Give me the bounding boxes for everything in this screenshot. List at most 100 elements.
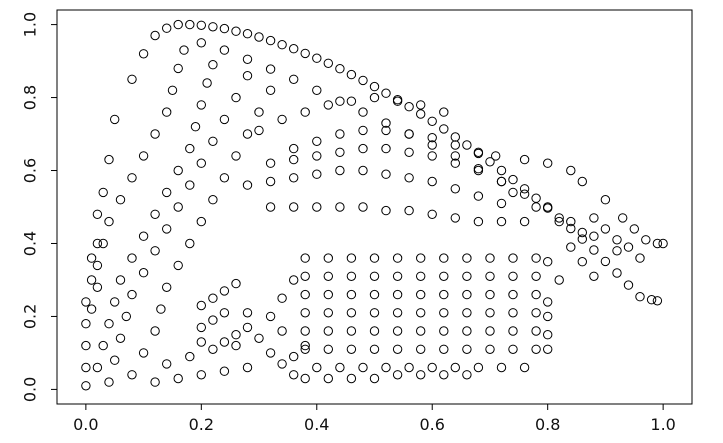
data-point	[439, 107, 449, 117]
data-point	[416, 370, 426, 380]
data-point	[346, 326, 357, 336]
data-point	[219, 366, 230, 376]
x-tick-label: 0.8	[535, 415, 560, 434]
data-point	[416, 289, 426, 300]
data-point	[450, 151, 460, 161]
data-point	[312, 362, 322, 373]
data-point	[127, 253, 137, 263]
data-point	[312, 151, 322, 161]
data-point	[173, 165, 183, 176]
data-point	[173, 63, 183, 74]
data-point	[450, 158, 460, 168]
data-point	[554, 275, 564, 285]
data-point	[485, 253, 495, 263]
data-point	[496, 216, 507, 227]
data-point	[508, 326, 518, 336]
data-point	[104, 319, 114, 329]
data-point	[629, 224, 639, 234]
data-point	[519, 362, 530, 373]
data-point	[300, 48, 310, 59]
data-point	[612, 246, 622, 256]
data-point	[346, 69, 357, 80]
data-point	[173, 202, 183, 212]
data-point	[404, 129, 414, 139]
data-point	[335, 147, 345, 158]
data-point	[519, 154, 530, 165]
data-point	[127, 74, 137, 85]
data-point	[566, 223, 576, 234]
data-point	[265, 64, 276, 74]
data-point	[312, 53, 322, 63]
data-point	[289, 173, 299, 183]
data-point	[496, 198, 507, 209]
data-point	[231, 26, 241, 36]
data-point	[289, 370, 299, 380]
data-point	[208, 59, 218, 70]
data-point	[300, 340, 310, 351]
data-point	[231, 340, 241, 351]
data-point	[416, 308, 426, 318]
data-point	[196, 20, 207, 30]
data-point	[185, 351, 195, 362]
data-point	[566, 242, 576, 252]
y-tick-label: 0.6	[21, 158, 40, 183]
data-point	[450, 140, 460, 150]
data-point	[289, 202, 299, 212]
data-point	[369, 271, 380, 281]
data-point	[491, 151, 501, 161]
data-point	[335, 165, 345, 176]
data-point	[600, 256, 611, 267]
data-point	[652, 238, 663, 249]
plot-frame	[56, 9, 693, 405]
data-point	[300, 373, 310, 384]
data-point	[127, 173, 137, 183]
data-point	[439, 344, 449, 354]
data-point	[121, 311, 132, 322]
data-point	[81, 362, 91, 373]
data-point	[185, 238, 195, 249]
data-point	[427, 133, 437, 143]
data-point	[138, 231, 149, 241]
data-point	[104, 216, 114, 227]
data-point	[462, 271, 472, 281]
data-point	[589, 231, 599, 241]
data-point	[196, 158, 207, 168]
data-point	[473, 216, 484, 227]
data-point	[92, 362, 103, 373]
data-point	[231, 151, 241, 161]
data-point	[392, 253, 403, 263]
data-point	[577, 227, 587, 238]
data-point	[173, 19, 183, 30]
data-point	[110, 114, 120, 125]
data-point	[277, 326, 287, 336]
data-point	[496, 176, 507, 187]
data-point	[81, 381, 91, 391]
data-point	[219, 308, 230, 318]
data-point	[265, 158, 276, 168]
data-point	[173, 373, 183, 384]
data-point	[265, 202, 276, 212]
data-point	[381, 143, 391, 154]
data-point	[462, 289, 472, 300]
data-point	[323, 326, 333, 336]
data-point	[416, 271, 426, 281]
data-point	[600, 195, 611, 205]
data-point	[277, 293, 287, 303]
data-point	[150, 377, 160, 387]
data-point	[277, 359, 287, 369]
y-tick-label: 1.0	[21, 12, 40, 37]
data-point	[496, 362, 507, 373]
data-point	[219, 286, 230, 296]
data-point	[427, 176, 437, 187]
data-point	[531, 289, 541, 300]
data-point	[589, 271, 599, 281]
data-point	[115, 195, 126, 205]
data-point	[323, 344, 333, 354]
data-point	[312, 136, 322, 147]
data-point	[346, 373, 357, 384]
data-point	[162, 107, 172, 117]
data-point	[323, 100, 333, 110]
data-point	[566, 165, 576, 176]
data-point	[254, 107, 264, 117]
data-point	[496, 165, 507, 176]
